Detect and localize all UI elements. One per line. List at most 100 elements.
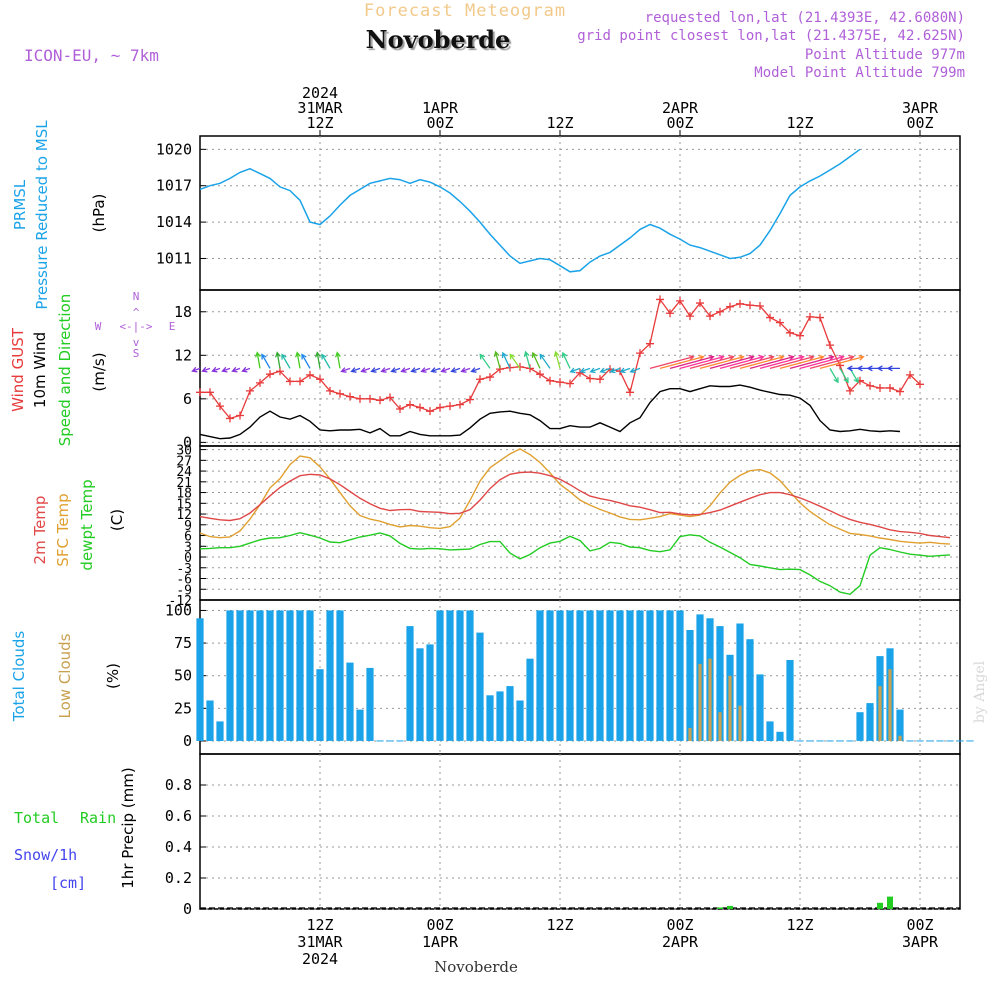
product-title: Forecast Meteogram	[364, 1, 566, 21]
gust-point	[896, 387, 904, 396]
total-cloud-bar	[226, 610, 234, 741]
y-tick-label: 15	[176, 497, 192, 512]
total-cloud-bar	[486, 695, 494, 741]
footer-location: Novoberde	[434, 958, 518, 976]
wind-panel: 0 6 12 18	[174, 289, 961, 451]
low-cloud-bar	[738, 705, 742, 741]
total-cloud-bar	[206, 700, 214, 741]
top-time-label: 31MAR	[297, 99, 343, 117]
compass-e: E	[169, 320, 176, 333]
wind-direction-arrow	[649, 354, 695, 369]
compass-n: N	[133, 290, 140, 303]
wind-direction-arrow	[420, 367, 431, 373]
wind-direction-arrow	[689, 354, 735, 369]
y-tick-label: 1011	[156, 249, 192, 267]
compass-s: S	[133, 347, 140, 360]
total-cloud-bar	[436, 610, 444, 741]
total-cloud-bar	[716, 626, 724, 741]
low-cloud-bar	[698, 663, 702, 741]
model-label: ICON-EU, ~ 7km	[24, 46, 159, 65]
wind-direction-arrow	[569, 367, 581, 374]
requested-coordinates: requested lon,lat (21.4393E, 42.6080N)	[645, 10, 965, 26]
y-tick-label: 0.2	[165, 869, 192, 887]
total-cloud-bar	[346, 662, 354, 741]
compass-w: W	[95, 320, 102, 333]
y-tick-label: 0	[183, 732, 192, 750]
gust-point	[256, 378, 264, 387]
y-tick-label: 0.8	[165, 776, 192, 794]
model-altitude: Model Point Altitude 799m	[754, 65, 965, 81]
pressure-line	[199, 148, 861, 273]
wind-unit: (m/s)	[90, 352, 108, 391]
wind-direction-arrow	[589, 367, 601, 374]
gust-point	[466, 395, 474, 404]
gust-point	[326, 386, 334, 395]
wind-direction-arrow	[886, 365, 900, 372]
gust-point	[456, 400, 464, 409]
precip-label-rain: Rain	[80, 809, 116, 827]
wind-direction-arrow	[523, 350, 531, 369]
gust-point	[766, 313, 774, 322]
total-cloud-bar	[616, 610, 624, 741]
total-cloud-bar	[516, 700, 524, 741]
total-cloud-bar	[216, 721, 224, 741]
low-cloud-bar	[888, 669, 892, 741]
y-tick-label: -12	[169, 594, 192, 609]
rain-bar	[877, 902, 883, 909]
gust-point	[596, 375, 604, 384]
gust-point	[736, 299, 744, 308]
wind-direction-arrow	[493, 350, 501, 369]
total-cloud-bar	[896, 709, 904, 741]
wind-direction-arrow	[819, 354, 865, 369]
wind-direction-arrow	[789, 354, 835, 369]
gust-point	[376, 396, 384, 405]
total-cloud-bar	[676, 610, 684, 741]
gust-point	[716, 307, 724, 316]
total-cloud-bar	[656, 610, 664, 741]
low-cloud-bar	[878, 686, 882, 741]
wind-direction-arrow	[390, 367, 401, 373]
sfc-temp-line	[199, 448, 951, 545]
gust-point	[306, 370, 314, 379]
gust-label: Wind GUST	[9, 327, 27, 412]
wind-direction-arrow	[619, 367, 631, 374]
wind-direction-arrow	[221, 366, 231, 373]
top-time-label: 2APR	[662, 99, 699, 117]
gust-point	[536, 370, 544, 379]
total-cloud-bar	[476, 632, 484, 741]
wind-direction-arrow	[360, 367, 371, 373]
panel-frame	[199, 289, 961, 447]
wind-direction-arrow	[241, 366, 251, 373]
top-time-label: 12Z	[546, 114, 573, 132]
location-title: Novoberde	[366, 25, 511, 54]
total-cloud-bar	[646, 610, 654, 741]
gust-point	[476, 375, 484, 384]
bottom-time-label: 12Z	[546, 916, 573, 934]
wind-direction-arrow	[315, 351, 321, 369]
wind-direction-arrow	[231, 366, 241, 373]
bottom-time-label: 00Z	[426, 916, 453, 934]
gust-point	[396, 404, 404, 413]
wind-direction-arrow	[729, 354, 775, 369]
total-cloud-bar	[766, 721, 774, 741]
gust-point	[786, 328, 794, 337]
y-tick-label: 24	[176, 465, 192, 480]
y-tick-label: 0	[183, 433, 192, 451]
total-cloud-bar	[296, 610, 304, 741]
top-time-label: 00Z	[666, 114, 693, 132]
y-tick-label: 100	[165, 601, 192, 619]
wind-direction-arrow	[679, 354, 725, 369]
gust-point	[796, 331, 804, 340]
temp-label-2m: 2m Temp	[31, 496, 49, 565]
panel-frame	[199, 445, 961, 601]
gust-point	[286, 377, 294, 386]
total-cloud-bar	[556, 610, 564, 741]
gust-point	[226, 414, 234, 423]
y-tick-label: 0.6	[165, 807, 192, 825]
wind-direction-arrow	[211, 366, 221, 373]
total-cloud-bar	[246, 610, 254, 741]
wind-direction-arrow	[659, 354, 705, 369]
